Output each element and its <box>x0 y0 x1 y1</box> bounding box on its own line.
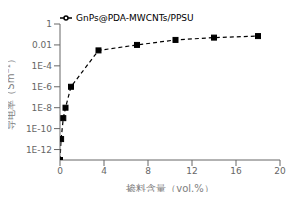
svg-text:导电率（Sm⁻¹）: 导电率（Sm⁻¹） <box>8 54 16 129</box>
svg-text:1E-4: 1E-4 <box>32 61 53 71</box>
svg-text:8: 8 <box>145 166 151 176</box>
svg-text:20: 20 <box>274 166 286 176</box>
svg-text:1E-8: 1E-8 <box>32 103 53 113</box>
svg-text:12: 12 <box>186 166 197 176</box>
svg-text:4: 4 <box>101 166 107 176</box>
html-text:GnPs@PDA-MWCNTs/PPSU: GnPs@PDA-MWCNTs/PPSU <box>76 12 194 23</box>
svg-text:0: 0 <box>57 166 63 176</box>
svg-text:0.01: 0.01 <box>32 40 52 50</box>
svg-text:1: 1 <box>46 19 52 29</box>
svg-text:1E-6: 1E-6 <box>32 82 53 92</box>
svg-text:掺料含量（vol.%）: 掺料含量（vol.%） <box>126 183 214 192</box>
svg-text:16: 16 <box>230 166 242 176</box>
svg-text:1E-10: 1E-10 <box>26 124 52 134</box>
svg-text:1E-12: 1E-12 <box>26 145 52 155</box>
